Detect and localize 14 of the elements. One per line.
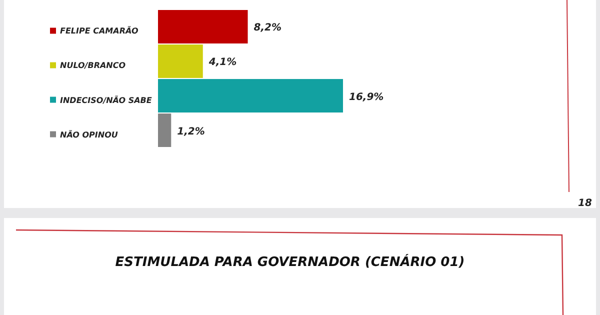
bar [158, 114, 172, 147]
bar [158, 44, 203, 78]
text: 18 [578, 198, 592, 209]
data-label: 16,9% [349, 92, 384, 103]
y-tick-label: INDECISO/NÃO SABE [60, 94, 152, 105]
text: ESTIMULADA PARA GOVERNADOR (CENÁRIO 01) [115, 253, 465, 270]
data-label: 8,2% [254, 22, 282, 34]
y-tick-label: FELIPE CAMARÃO [60, 26, 138, 36]
y-tick-label: NÃO OPINOU [60, 129, 118, 140]
y-tick-label: NULO/BRANCO [60, 61, 126, 70]
data-label: 1,2% [177, 126, 205, 138]
bar [158, 79, 343, 112]
data-label: 4,1% [208, 57, 237, 68]
bar [158, 10, 248, 44]
